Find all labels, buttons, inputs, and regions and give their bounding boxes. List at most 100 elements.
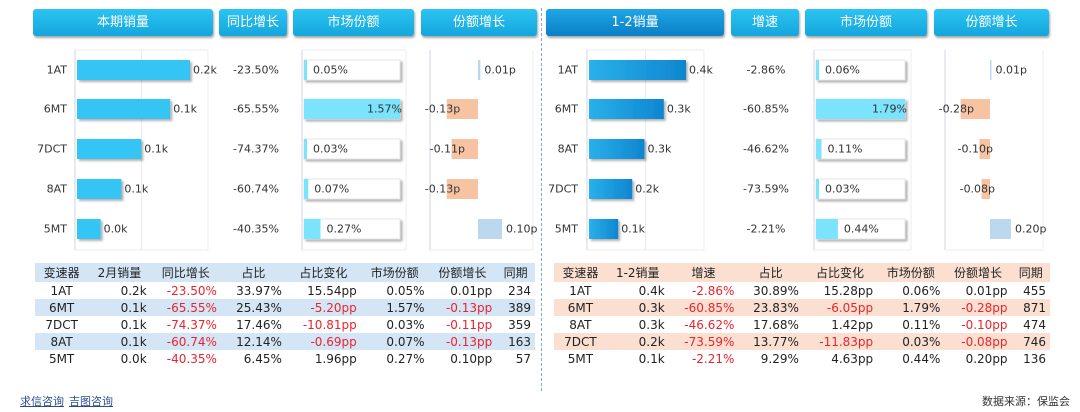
table-row: 6MT 0.3k -60.85% 23.83% -6.05pp 1.79% -0.28pp 8… (554, 299, 1050, 316)
data-label: -40.35% (233, 223, 279, 236)
table-row: 7DCT 0.2k -73.59% 13.77% -11.83pp 0.03% -0.08p… (554, 333, 1050, 350)
bar (478, 219, 502, 239)
table-cell: 4.63pp (831, 351, 874, 366)
bar (77, 219, 101, 239)
table-cell: 0.3k (638, 300, 665, 315)
column-header: 变速器 (562, 266, 599, 280)
table-cell: -0.08pp (961, 334, 1008, 349)
table-cell: 15.28pp (823, 283, 874, 298)
table-cell: 30.89% (753, 283, 799, 298)
table-row: 1AT 0.2k -23.50% 33.97% 15.54pp 0.05% 0.01pp 23… (35, 282, 535, 299)
bar (816, 179, 819, 199)
data-label: -23.50% (233, 64, 279, 77)
table-cell: 389 (508, 300, 531, 315)
data-label: 0.2k (635, 183, 659, 196)
table-header-row: 变速器 1-2销量 增速 占比 占比变化 市场份额 份额增长 同期 (554, 263, 1050, 282)
column-header: 份额增长 (438, 266, 487, 280)
table-cell: -0.10pp (961, 317, 1008, 332)
data-label: -0.11p (430, 143, 465, 156)
table-cell: -60.74% (166, 334, 217, 349)
table-cell: 0.06% (902, 283, 941, 298)
table-cell: -0.28pp (961, 300, 1008, 315)
data-label: 0.1k (124, 183, 148, 196)
data-label: 0.11% (827, 143, 862, 156)
table-cell: 0.2k (638, 334, 665, 349)
table-cell: 0.03% (386, 317, 425, 332)
table-row: 5MT 0.0k -40.35% 6.45% 1.96pp 0.27% 0.10pp 57 (35, 350, 535, 367)
data-label: -0.13p (425, 103, 460, 116)
table-cell: 0.03% (902, 334, 941, 349)
table-cell: 0.2k (120, 283, 147, 298)
data-label: 0.10p (506, 223, 537, 236)
header-growth-rate: 增速 (731, 9, 799, 36)
table-cell: 6MT (567, 300, 594, 315)
table-header-row: 变速器 2月销量 同比增长 占比 占比变化 市场份额 份额增长 同期 (35, 263, 535, 282)
table-cell: 7DCT (564, 334, 597, 349)
bar (304, 139, 307, 159)
table-cell: 33.97% (236, 283, 282, 298)
category-label: 1AT (47, 64, 68, 77)
bar (816, 60, 819, 80)
bar (990, 219, 1011, 239)
table-cell: 15.54pp (307, 283, 357, 298)
category-label: 6MT (44, 103, 67, 116)
category-label: 5MT (44, 223, 67, 236)
data-label: 0.20p (1015, 223, 1046, 236)
header-yoy-growth: 同比增长 (219, 9, 287, 36)
data-label: -73.59% (743, 183, 789, 196)
header-share-growth: 份额增长 (421, 9, 537, 36)
footer-link[interactable]: 求信咨询 (20, 395, 64, 408)
table-cell: -0.69pp (310, 334, 357, 349)
data-label: 0.44% (844, 223, 879, 236)
data-label: 0.1k (144, 143, 168, 156)
column-header: 同期 (1018, 266, 1043, 280)
right-data-table: 变速器 1-2销量 增速 占比 占比变化 市场份额 份额增长 同期 1AT 0.4k -2.86%… (554, 263, 1050, 367)
data-label: 1.57% (367, 103, 402, 116)
column-header: 变速器 (43, 266, 80, 280)
table-row: 8AT 0.3k -46.62% 17.68% 1.42pp 0.11% -0.10pp 47… (554, 316, 1050, 333)
table-cell: 5MT (567, 351, 594, 366)
data-label: -0.28p (939, 103, 974, 116)
bar (304, 60, 308, 80)
table-cell: 23.83% (753, 300, 799, 315)
table-cell: 1AT (569, 283, 592, 298)
table-cell: 7DCT (45, 317, 78, 332)
table-cell: -73.59% (684, 334, 735, 349)
table-cell: 359 (508, 317, 531, 332)
table-cell: -10.81pp (302, 317, 357, 332)
data-label: 0.05% (313, 64, 348, 77)
header-ytd-market-share: 市场份额 (805, 9, 927, 36)
table-cell: 1AT (50, 283, 73, 298)
data-label: -2.21% (747, 223, 786, 236)
data-label: 0.3k (667, 103, 691, 116)
bar (589, 139, 645, 159)
table-cell: -65.55% (166, 300, 217, 315)
table-cell: 1.57% (386, 300, 425, 315)
category-label: 8AT (558, 143, 579, 156)
table-row: 7DCT 0.1k -74.37% 17.46% -10.81pp 0.03% -0.11p… (35, 316, 535, 333)
table-row: 5MT 0.1k -2.21% 9.29% 4.63pp 0.44% 0.20pp 136 (554, 350, 1050, 367)
table-cell: 871 (1023, 300, 1046, 315)
table-row: 6MT 0.1k -65.55% 25.43% -5.20pp 1.57% -0.13pp 3… (35, 299, 535, 316)
table-cell: -0.13pp (445, 300, 493, 315)
bar (77, 99, 171, 119)
table-cell: 0.3k (638, 317, 665, 332)
header-market-share: 市场份额 (293, 9, 414, 36)
table-cell: 0.1k (120, 317, 147, 332)
footer-link[interactable]: 吉图咨询 (69, 395, 113, 408)
table-cell: 455 (1023, 283, 1046, 298)
data-label: 0.3k (648, 143, 672, 156)
table-cell: -0.13pp (445, 334, 493, 349)
data-label: -0.13p (425, 183, 460, 196)
table-cell: 17.68% (753, 317, 799, 332)
data-label: 0.1k (621, 223, 645, 236)
table-cell: -23.50% (166, 283, 217, 298)
bar (446, 99, 478, 119)
column-header: 份额增长 (953, 266, 1002, 280)
bar (589, 99, 664, 119)
data-label: 0.27% (327, 223, 362, 236)
column-header: 同期 (503, 266, 528, 280)
table-cell: 12.14% (236, 334, 282, 349)
header-ytd-sales: 1-2销量 (546, 9, 724, 36)
